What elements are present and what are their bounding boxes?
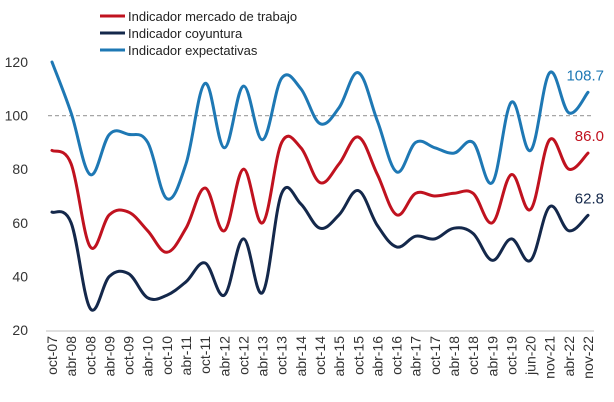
- end-value-label: 86.0: [575, 128, 604, 145]
- y-tick-label: 120: [5, 54, 29, 70]
- x-tick-label: abr-13: [255, 336, 271, 377]
- x-tick-label: abr-14: [293, 336, 309, 377]
- x-tick-label: jun-20: [523, 336, 539, 376]
- y-tick-label: 60: [12, 215, 28, 231]
- x-tick-label: abr-19: [484, 336, 500, 377]
- x-tick-label: oct-07: [44, 336, 60, 375]
- series-line-0: [50, 134, 590, 254]
- x-tick-label: oct-11: [197, 336, 213, 374]
- x-tick-label: abr-17: [408, 336, 424, 377]
- end-labels: 86.0 62.8 108.7: [566, 67, 604, 207]
- x-tick-label: oct-18: [465, 336, 481, 375]
- y-tick-label: 80: [12, 161, 28, 177]
- legend: Indicador mercado de trabajo Indicador co…: [100, 9, 297, 58]
- x-tick-label: oct-09: [121, 336, 137, 375]
- series-lines: [50, 60, 590, 312]
- x-axis: oct-07 abr-08 oct-08 abr-09 oct-09 abr-10 oct-…: [44, 330, 596, 379]
- series-line-1: [50, 185, 590, 312]
- x-tick-label: oct-16: [389, 336, 405, 375]
- x-tick-label: abr-11: [178, 336, 194, 376]
- x-tick-label: oct-12: [235, 336, 251, 375]
- legend-label: Indicador coyuntura: [128, 26, 243, 41]
- x-tick-label: abr-09: [101, 336, 117, 377]
- x-tick-label: oct-13: [274, 336, 290, 375]
- x-tick-label: abr-12: [216, 336, 232, 377]
- series-line-2: [50, 60, 590, 201]
- x-tick-label: abr-18: [446, 336, 462, 377]
- x-tick-label: abr-15: [331, 336, 347, 377]
- x-tick-label: oct-14: [312, 336, 328, 375]
- y-tick-label: 100: [5, 108, 29, 124]
- end-value-label: 108.7: [566, 67, 604, 84]
- x-tick-label: abr-22: [561, 336, 577, 377]
- y-tick-label: 20: [12, 322, 28, 338]
- legend-label: Indicador expectativas: [128, 43, 258, 58]
- legend-label: Indicador mercado de trabajo: [128, 9, 297, 24]
- x-tick-label: nov-22: [580, 336, 596, 379]
- x-tick-label: oct-17: [427, 336, 443, 375]
- x-tick-label: abr-08: [63, 336, 79, 377]
- x-tick-label: abr-16: [369, 336, 385, 377]
- end-value-label: 62.8: [575, 190, 604, 207]
- x-tick-label: oct-08: [82, 336, 98, 375]
- x-tick-label: oct-15: [350, 336, 366, 375]
- y-tick-label: 40: [12, 268, 28, 284]
- x-tick-label: oct-10: [159, 336, 175, 375]
- y-axis: 20 40 60 80 100 120: [5, 54, 29, 338]
- x-tick-label: abr-10: [140, 336, 156, 377]
- x-tick-label: oct-19: [503, 336, 519, 375]
- x-tick-label: nov-21: [542, 336, 558, 379]
